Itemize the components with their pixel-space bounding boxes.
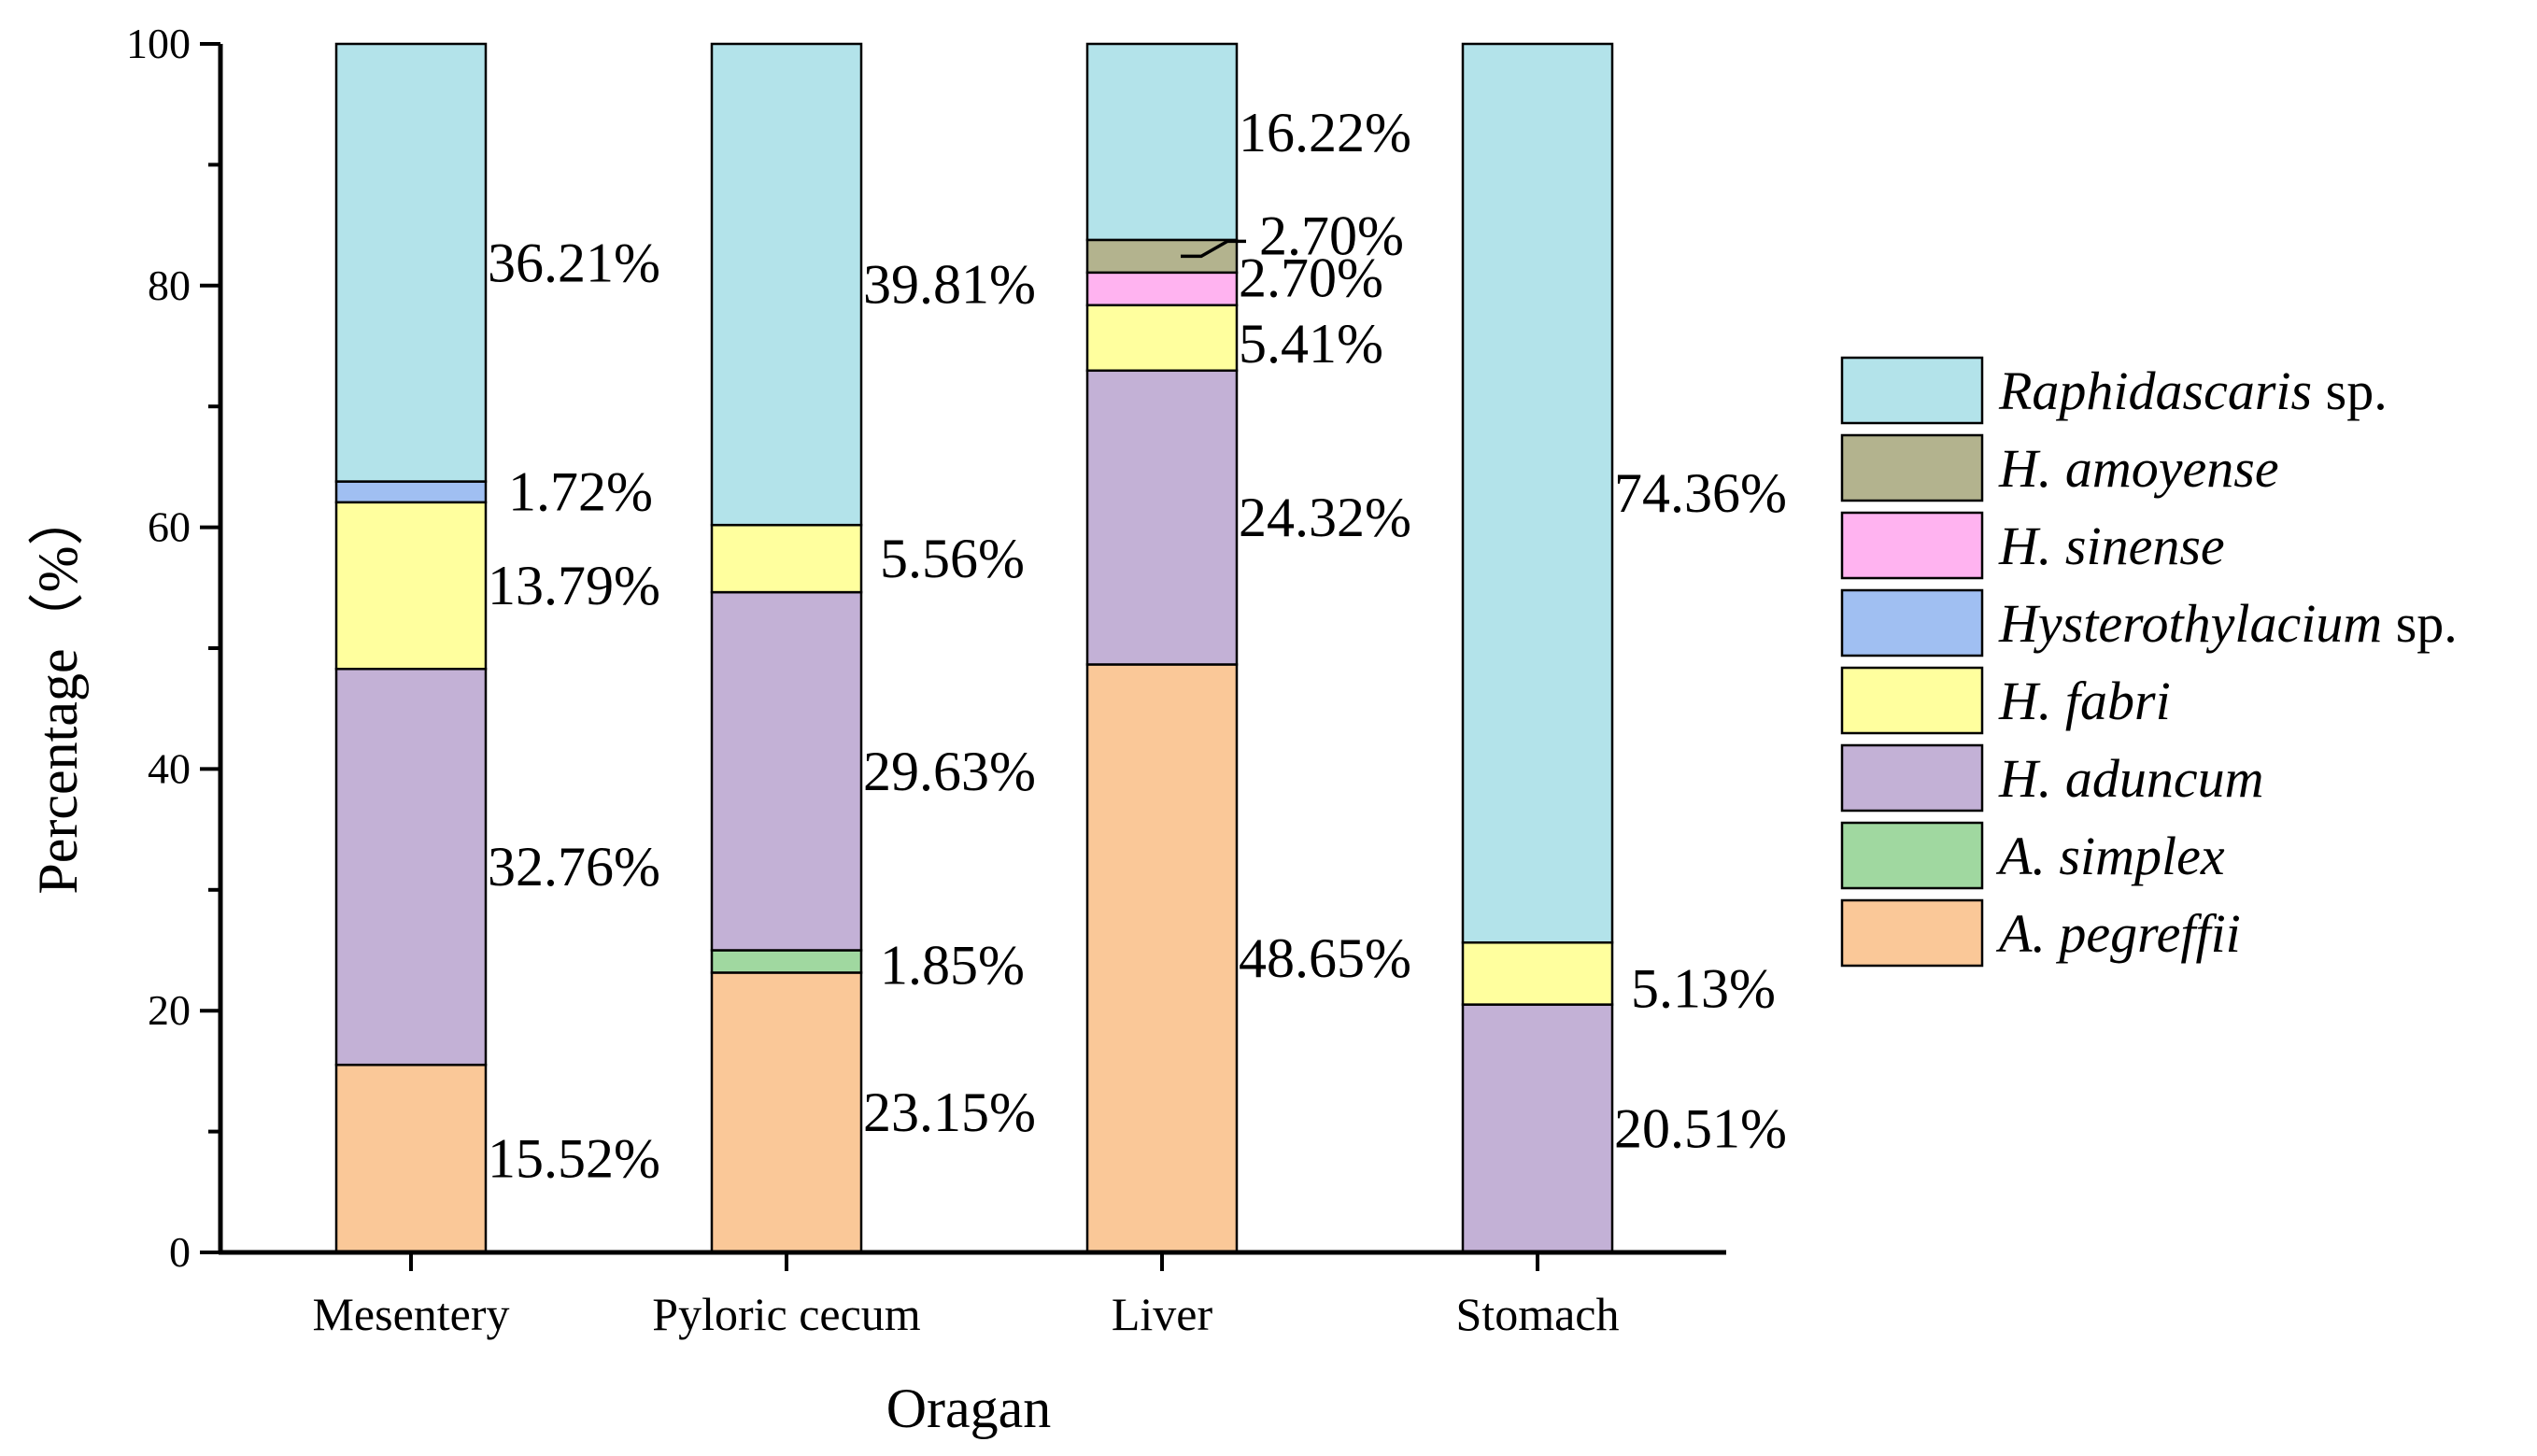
legend-swatch-4 (1840, 666, 1984, 735)
legend-label-italic: A. simplex (1995, 826, 2225, 886)
data-label-2-0: 48.65% (1239, 927, 1411, 989)
data-label-1-0: 23.15% (863, 1081, 1036, 1143)
data-label-1-3: 5.56% (880, 528, 1025, 589)
data-label-1-2: 29.63% (863, 741, 1036, 802)
legend-label-3: Hysterothylacium sp. (1998, 593, 2458, 654)
legend: Raphidascaris sp. H. amoyense H. sinense Hy… (1840, 356, 2458, 968)
bar-segment-2-7 (1085, 42, 1239, 242)
legend-swatch-2 (1840, 511, 1984, 580)
bar-segment-1-1 (710, 949, 863, 974)
legend-label-6: A. simplex (1995, 826, 2225, 886)
data-label-0-2: 32.76% (488, 836, 660, 898)
bar-segment-1-3 (710, 523, 863, 594)
bar-segment-2-2 (1085, 369, 1239, 666)
data-label-3-3: 5.13% (1631, 957, 1776, 1019)
y-axis-title: Percentage（%） (27, 489, 89, 894)
bar-segment-0-7 (334, 42, 488, 483)
data-label-0-0: 15.52% (488, 1128, 660, 1190)
legend-swatch-1 (1840, 433, 1984, 502)
legend-label-italic: Raphidascaris (1998, 360, 2312, 421)
legend-label-italic: H. amoyense (1998, 438, 2279, 499)
axes-layer: 0 20 40 60 80 100 Mesentery Pyloric cecum Liver S… (126, 20, 1726, 1340)
bar-segment-1-0 (710, 971, 863, 1254)
y-tick-label: 20 (148, 986, 191, 1034)
legend-swatch-7 (1840, 898, 1984, 968)
bar-segment-2-5 (1085, 271, 1239, 307)
legend-label-italic: A. pegreffii (1995, 903, 2241, 964)
legend-swatch-0 (1840, 356, 1984, 425)
legend-label-italic: H. aduncum (1998, 748, 2264, 809)
y-tick-label: 0 (169, 1228, 191, 1276)
bar-segment-3-7 (1461, 42, 1614, 944)
bar-segment-1-2 (710, 590, 863, 952)
data-label-3-2: 20.51% (1614, 1097, 1787, 1159)
legend-label-2: H. sinense (1998, 516, 2225, 576)
legend-swatch-6 (1840, 821, 1984, 890)
y-tick-label: 60 (148, 503, 191, 551)
y-tick-label: 40 (148, 744, 191, 792)
bar-segment-3-2 (1461, 1003, 1614, 1254)
leader-line (1181, 239, 1246, 259)
bars-layer (334, 42, 1614, 1254)
x-axis-title: Oragan (886, 1378, 1052, 1439)
bar-segment-0-3 (334, 501, 488, 671)
data-label-3-7: 74.36% (1614, 462, 1787, 524)
data-label-0-3: 13.79% (488, 555, 660, 616)
data-label-2-3: 5.41% (1239, 313, 1383, 375)
legend-label-7: A. pegreffii (1995, 903, 2241, 964)
data-label-2-6: 2.70% (1259, 205, 1404, 266)
bar-segment-2-6 (1085, 238, 1239, 275)
legend-swatch-5 (1840, 743, 1984, 813)
legend-label-italic: H. sinense (1998, 516, 2225, 576)
legend-label-0: Raphidascaris sp. (1998, 360, 2388, 421)
x-tick-label: Liver (1112, 1288, 1213, 1340)
x-tick-label: Pyloric cecum (652, 1288, 921, 1340)
bar-segment-2-0 (1085, 663, 1239, 1254)
bar-segment-1-7 (710, 42, 863, 527)
y-tick-label: 80 (148, 262, 191, 309)
legend-swatch-3 (1840, 588, 1984, 657)
legend-label-1: H. amoyense (1998, 438, 2279, 499)
data-label-2-7: 16.22% (1239, 102, 1411, 163)
legend-label-italic: Hysterothylacium (1998, 593, 2382, 654)
legend-label-suffix: sp. (2382, 593, 2458, 654)
legend-label-4: H. fabri (1998, 671, 2171, 731)
y-tick-label: 100 (126, 20, 191, 67)
bar-segment-0-0 (334, 1063, 488, 1254)
data-label-1-1: 1.85% (880, 934, 1025, 996)
bar-segment-0-4 (334, 480, 488, 504)
data-label-1-7: 39.81% (863, 254, 1036, 316)
x-tick-label: Stomach (1456, 1288, 1620, 1340)
data-label-0-4: 1.72% (508, 461, 653, 523)
legend-label-italic: H. fabri (1998, 671, 2171, 731)
legend-label-5: H. aduncum (1998, 748, 2264, 809)
legend-label-suffix: sp. (2312, 360, 2388, 421)
bar-segment-2-3 (1085, 304, 1239, 373)
data-labels-layer: 15.52% 32.76% 13.79% 1.72% 36.21% 23.15% 1.85%… (488, 102, 1787, 1190)
bar-segment-3-3 (1461, 940, 1614, 1006)
data-label-2-2: 24.32% (1239, 487, 1411, 548)
axis-titles: Oragan Percentage（%） (27, 489, 1051, 1439)
x-tick-label: Mesentery (312, 1288, 509, 1340)
data-label-0-7: 36.21% (488, 232, 660, 293)
bar-segment-0-2 (334, 668, 488, 1067)
data-label-2-5: 2.70% (1239, 247, 1383, 308)
